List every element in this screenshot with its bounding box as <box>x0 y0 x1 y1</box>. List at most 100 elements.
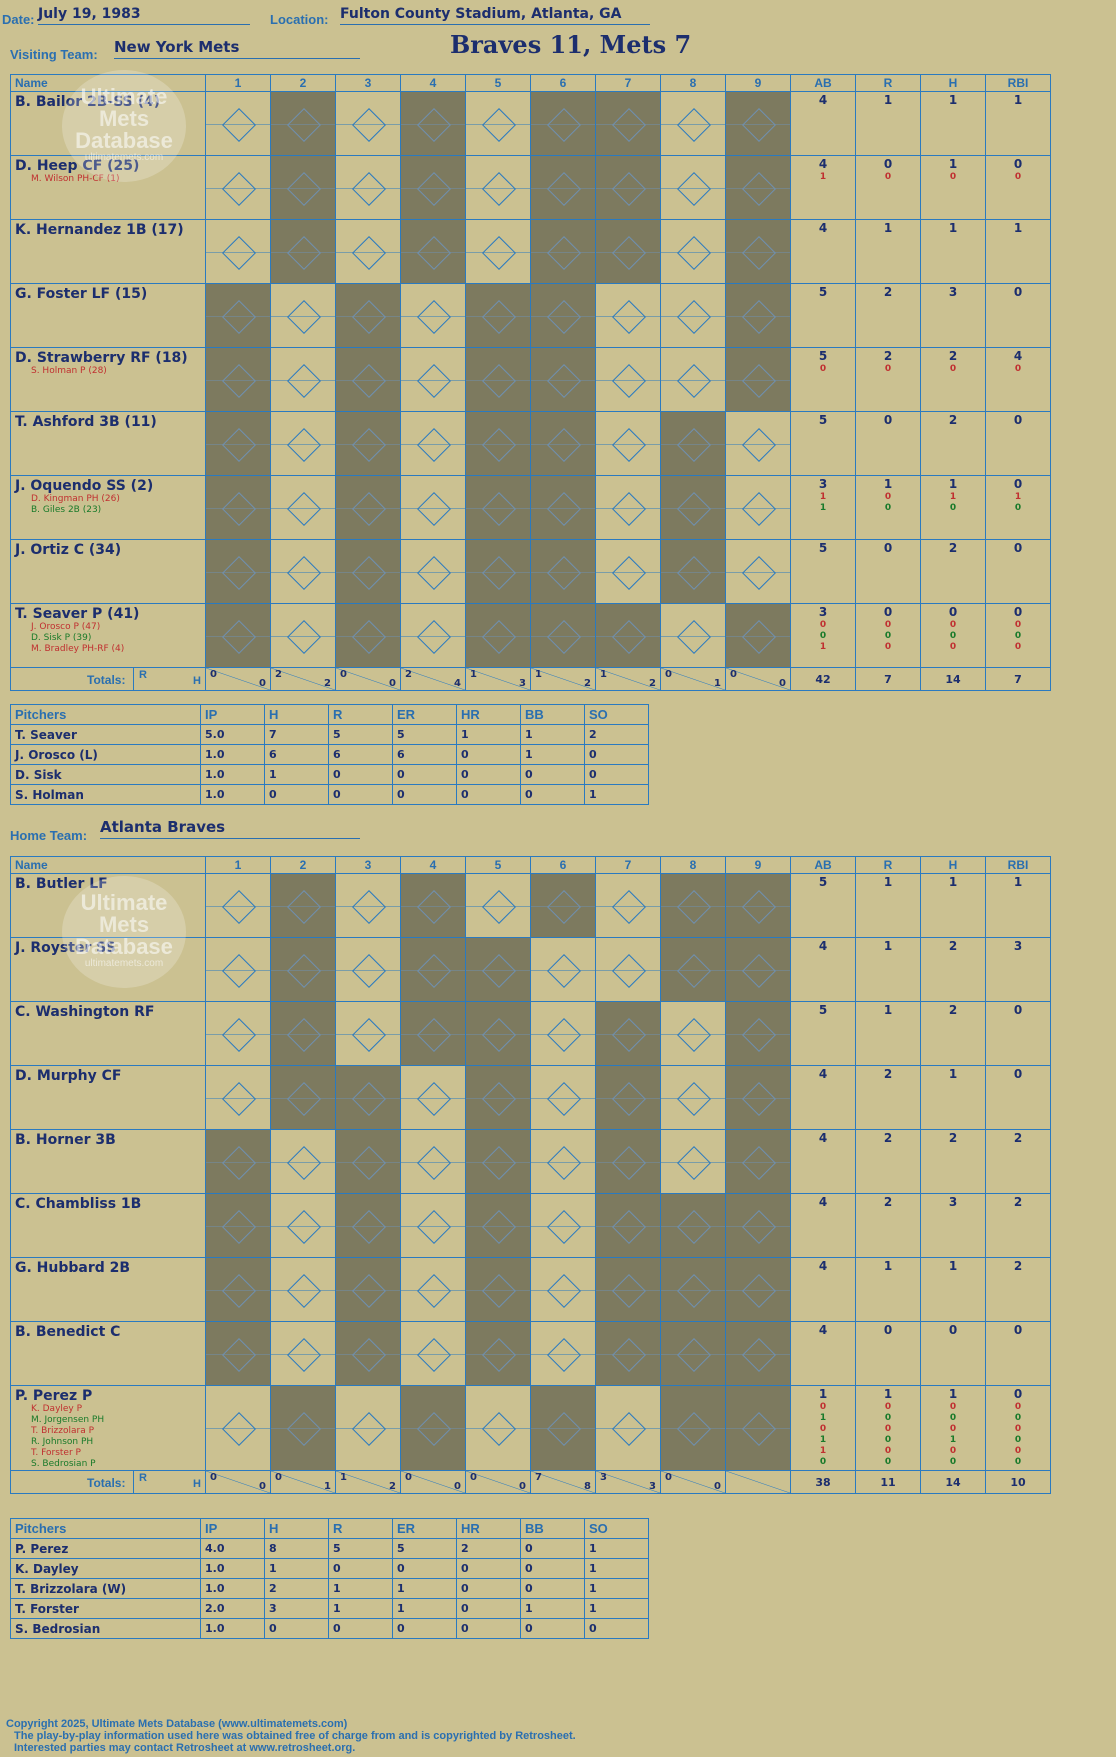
ab-value: 1 <box>819 503 827 513</box>
table-row: B. Butler LF 5 1 1 1 <box>10 873 1051 938</box>
h-value: 1 <box>948 221 958 235</box>
h-value: 0 <box>949 631 957 641</box>
pitch-stat-value: 1 <box>264 764 329 785</box>
r-value: 0 <box>884 1435 892 1445</box>
inning-cell <box>400 347 466 412</box>
inning-cell <box>270 347 336 412</box>
pitchers-label: Pitchers <box>10 1518 201 1539</box>
total-slash <box>336 668 400 690</box>
inning-cell <box>530 347 596 412</box>
r-value: 1 <box>883 221 893 235</box>
cell-divider <box>726 187 790 189</box>
player-name: K. Hernandez 1B (17) <box>15 222 184 238</box>
table-row: C. Washington RF 5 1 2 0 <box>10 1001 1051 1066</box>
pitch-stat-value: 0 <box>520 1618 585 1639</box>
inning-cell <box>660 219 726 284</box>
r-cell: 0 <box>855 1321 921 1386</box>
pitch-stat-value: 1 <box>328 1598 393 1619</box>
inning-runs: 2 <box>405 669 412 680</box>
cell-divider <box>336 507 400 509</box>
diamond-icon <box>287 235 321 270</box>
inning-header: 1 <box>205 856 271 874</box>
total-slash <box>726 668 790 690</box>
ab-value: 1 <box>819 1435 827 1445</box>
sub-player-name: B. Giles 2B (23) <box>31 505 102 515</box>
watermark-line: Ultimate <box>80 890 168 915</box>
pitch-stat-value: 1 <box>584 1558 649 1579</box>
inning-hits: 2 <box>584 678 591 689</box>
pitch-stat-value: 0 <box>456 1558 521 1579</box>
diamond-icon <box>677 1273 711 1308</box>
pitch-stat-value: 0 <box>456 784 521 805</box>
cell-divider <box>206 1289 270 1291</box>
inning-cell <box>530 1065 596 1130</box>
inning-runs: 0 <box>665 1472 672 1483</box>
diamond-icon <box>287 107 321 142</box>
inning-cell <box>205 1321 271 1386</box>
pitchers-header-row: Pitchers IP H R ER HR BB SO <box>10 704 649 725</box>
home-pitchers-table: Pitchers IP H R ER HR BB SO P. Perez 4.0 8 5 5 2 0 1 K. … <box>10 1518 649 1639</box>
rbi-value: 0 <box>1013 157 1023 171</box>
diamond-icon <box>547 235 581 270</box>
diamond-icon <box>547 491 581 526</box>
diamond-icon <box>612 1337 646 1372</box>
cell-divider <box>596 443 660 445</box>
pitch-stat-value: 2 <box>584 724 649 745</box>
cell-divider <box>466 1428 530 1429</box>
inning-cell <box>530 603 596 668</box>
inning-hits: 8 <box>584 1481 591 1492</box>
pitch-stat-value: 5 <box>392 724 457 745</box>
diamond-icon <box>482 299 516 334</box>
inning-cell <box>725 1129 791 1194</box>
rbi-value: 0 <box>1014 1457 1022 1467</box>
sub-player-name: D. Sisk P (39) <box>31 633 92 643</box>
cell-divider <box>206 1097 270 1099</box>
ab-value: 5 <box>818 875 828 889</box>
sub-player-name: T. Forster P <box>31 1448 81 1458</box>
diamond-icon <box>677 1017 711 1052</box>
player-name: G. Hubbard 2B <box>15 1260 131 1276</box>
cell-divider <box>206 905 270 907</box>
diamond-icon <box>677 1412 711 1446</box>
player-cell: B. Butler LF <box>10 873 206 938</box>
inning-cell <box>205 873 271 938</box>
inning-cell <box>205 1129 271 1194</box>
h-cell: 1 <box>920 873 986 938</box>
diamond-icon <box>417 1209 451 1244</box>
inning-cell <box>595 1321 661 1386</box>
cell-divider <box>661 571 725 573</box>
inning-cell <box>725 91 791 156</box>
pitch-stat-header: ER <box>392 1518 457 1539</box>
pitch-stat-value: 2 <box>456 1538 521 1559</box>
h-value: 0 <box>949 172 957 182</box>
player-cell: C. Washington RF <box>10 1001 206 1066</box>
diamond-icon <box>742 363 776 398</box>
pitcher-row: S. Holman 1.0 0 0 0 0 0 1 <box>10 784 649 805</box>
location-value: Fulton County Stadium, Atlanta, GA <box>340 6 650 25</box>
pitcher-row: P. Perez 4.0 8 5 5 2 0 1 <box>10 1538 649 1559</box>
table-row: T. Ashford 3B (11) 5 0 2 0 <box>10 411 1051 476</box>
inning-cell <box>205 1001 271 1066</box>
table-row: D. Strawberry RF (18) S. Holman P (28) 5 0 2… <box>10 347 1051 412</box>
diamond-icon <box>417 491 451 526</box>
diamond-icon <box>547 1017 581 1052</box>
h-value: 3 <box>948 1195 958 1209</box>
diamond-icon <box>417 555 451 590</box>
diamond-icon <box>417 619 451 654</box>
inning-runs: 0 <box>665 669 672 680</box>
player-name: C. Chambliss 1B <box>15 1196 142 1212</box>
ab-cell: 5 <box>790 1001 856 1066</box>
player-name: G. Foster LF (15) <box>15 286 148 302</box>
inning-cell <box>335 347 401 412</box>
cell-divider <box>271 635 335 637</box>
pitch-stat-value: 1.0 <box>200 744 265 765</box>
total-slash <box>271 668 335 690</box>
h-value: 2 <box>948 939 958 953</box>
